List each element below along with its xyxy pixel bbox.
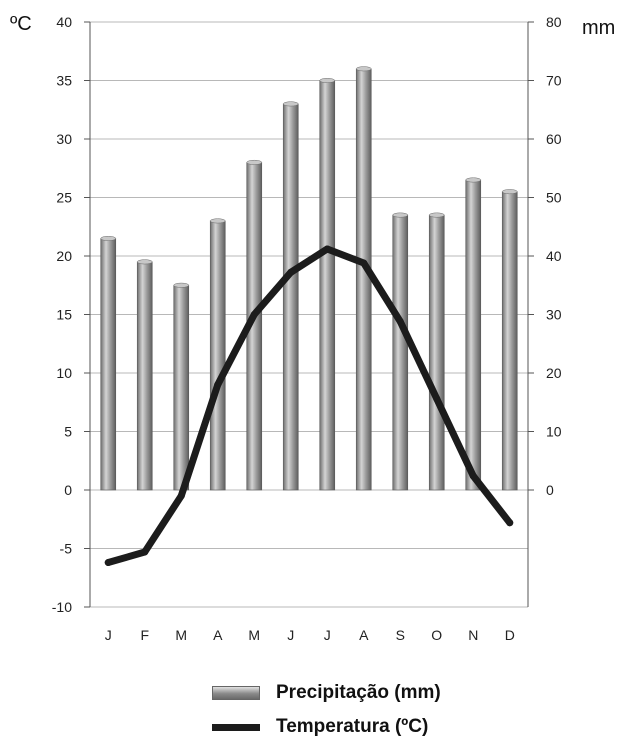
precipitation-bar-cap (246, 159, 262, 165)
temperature-point (141, 548, 149, 556)
right-tick-label: 30 (546, 307, 562, 323)
left-axis-unit: ºC (10, 13, 32, 35)
right-tick-label: 10 (546, 424, 562, 440)
temperature-point (214, 381, 222, 389)
temperature-point (250, 311, 258, 318)
legend-label-precipitation: Precipitação (mm) (276, 682, 441, 703)
temperature-point (323, 245, 331, 253)
left-tick-label: 0 (64, 482, 72, 498)
category-label: N (468, 627, 478, 643)
left-tick-label: 25 (56, 190, 72, 206)
legend-label-temperature: Temperatura (ºC) (276, 716, 429, 737)
category-label: M (248, 627, 260, 643)
right-tick-label: 70 (546, 73, 562, 89)
temperature-line (104, 245, 514, 567)
left-tick-label: 5 (64, 424, 72, 440)
precipitation-bar (465, 179, 482, 491)
right-tick-label: 50 (546, 190, 562, 206)
precipitation-bar (136, 261, 153, 491)
precipitation-bar-cap (137, 259, 153, 265)
left-tick-label: -5 (60, 541, 73, 557)
temperature-point (360, 259, 368, 267)
temperature-line-group (104, 245, 514, 567)
right-tick-label: 60 (546, 131, 562, 147)
category-label: J (324, 627, 331, 643)
precipitation-bar-cap (100, 236, 116, 241)
category-label: A (359, 627, 369, 643)
precipitation-bar-cap (429, 212, 445, 218)
legend-bar-swatch (212, 686, 260, 700)
precipitation-bar-cap (465, 177, 481, 183)
left-tick-label: 15 (56, 307, 72, 323)
category-label: J (105, 627, 112, 643)
temperature-point (506, 519, 514, 527)
right-tick-label: 80 (546, 14, 562, 30)
precipitation-bars (100, 66, 518, 491)
left-tick-label: -10 (52, 599, 72, 615)
precipitation-bar-cap (502, 189, 518, 195)
precipitation-bar-cap (283, 101, 299, 107)
temperature-point (469, 472, 477, 480)
legend-item-precipitation: Precipitação (mm) (212, 676, 441, 710)
legend: Precipitação (mm) Temperatura (ºC) (212, 676, 441, 744)
temperature-point (177, 492, 185, 500)
axes (84, 21, 534, 608)
right-tick-label: 20 (546, 365, 562, 381)
gridlines (90, 21, 528, 608)
precipitation-bar (501, 191, 518, 491)
category-label: O (431, 627, 442, 643)
precipitation-bar (173, 284, 190, 491)
right-tick-label: 0 (546, 482, 554, 498)
category-label: M (175, 627, 187, 643)
category-label: J (287, 627, 294, 643)
precipitation-bar (100, 238, 117, 491)
temperature-point (433, 395, 441, 403)
precipitation-bar-cap (173, 282, 189, 288)
left-tick-label: 10 (56, 365, 72, 381)
precipitation-bar (209, 220, 226, 491)
category-label: S (396, 627, 405, 643)
precipitation-bar (392, 214, 409, 491)
legend-item-temperature: Temperatura (ºC) (212, 710, 441, 744)
right-axis-unit: mm (582, 17, 615, 39)
precipitation-bar-cap (392, 212, 408, 218)
precipitation-bar-cap (356, 66, 372, 72)
left-tick-label: 40 (56, 14, 72, 30)
left-tick-label: 30 (56, 131, 72, 147)
precipitation-bar (428, 214, 445, 491)
precipitation-bar-cap (319, 78, 335, 83)
temperature-point (104, 559, 112, 567)
temperature-point (396, 318, 404, 326)
precipitation-bar (319, 80, 336, 491)
left-tick-label: 35 (56, 73, 72, 89)
category-label: D (505, 627, 515, 643)
precipitation-bar (282, 103, 299, 491)
precipitation-bar-cap (210, 218, 226, 224)
right-tick-label: 40 (546, 248, 562, 264)
category-label: A (213, 627, 223, 643)
left-tick-label: 20 (56, 248, 72, 264)
legend-line-swatch (212, 723, 260, 731)
category-label: F (140, 627, 149, 643)
temperature-point (287, 268, 295, 276)
precipitation-bar (355, 68, 372, 491)
